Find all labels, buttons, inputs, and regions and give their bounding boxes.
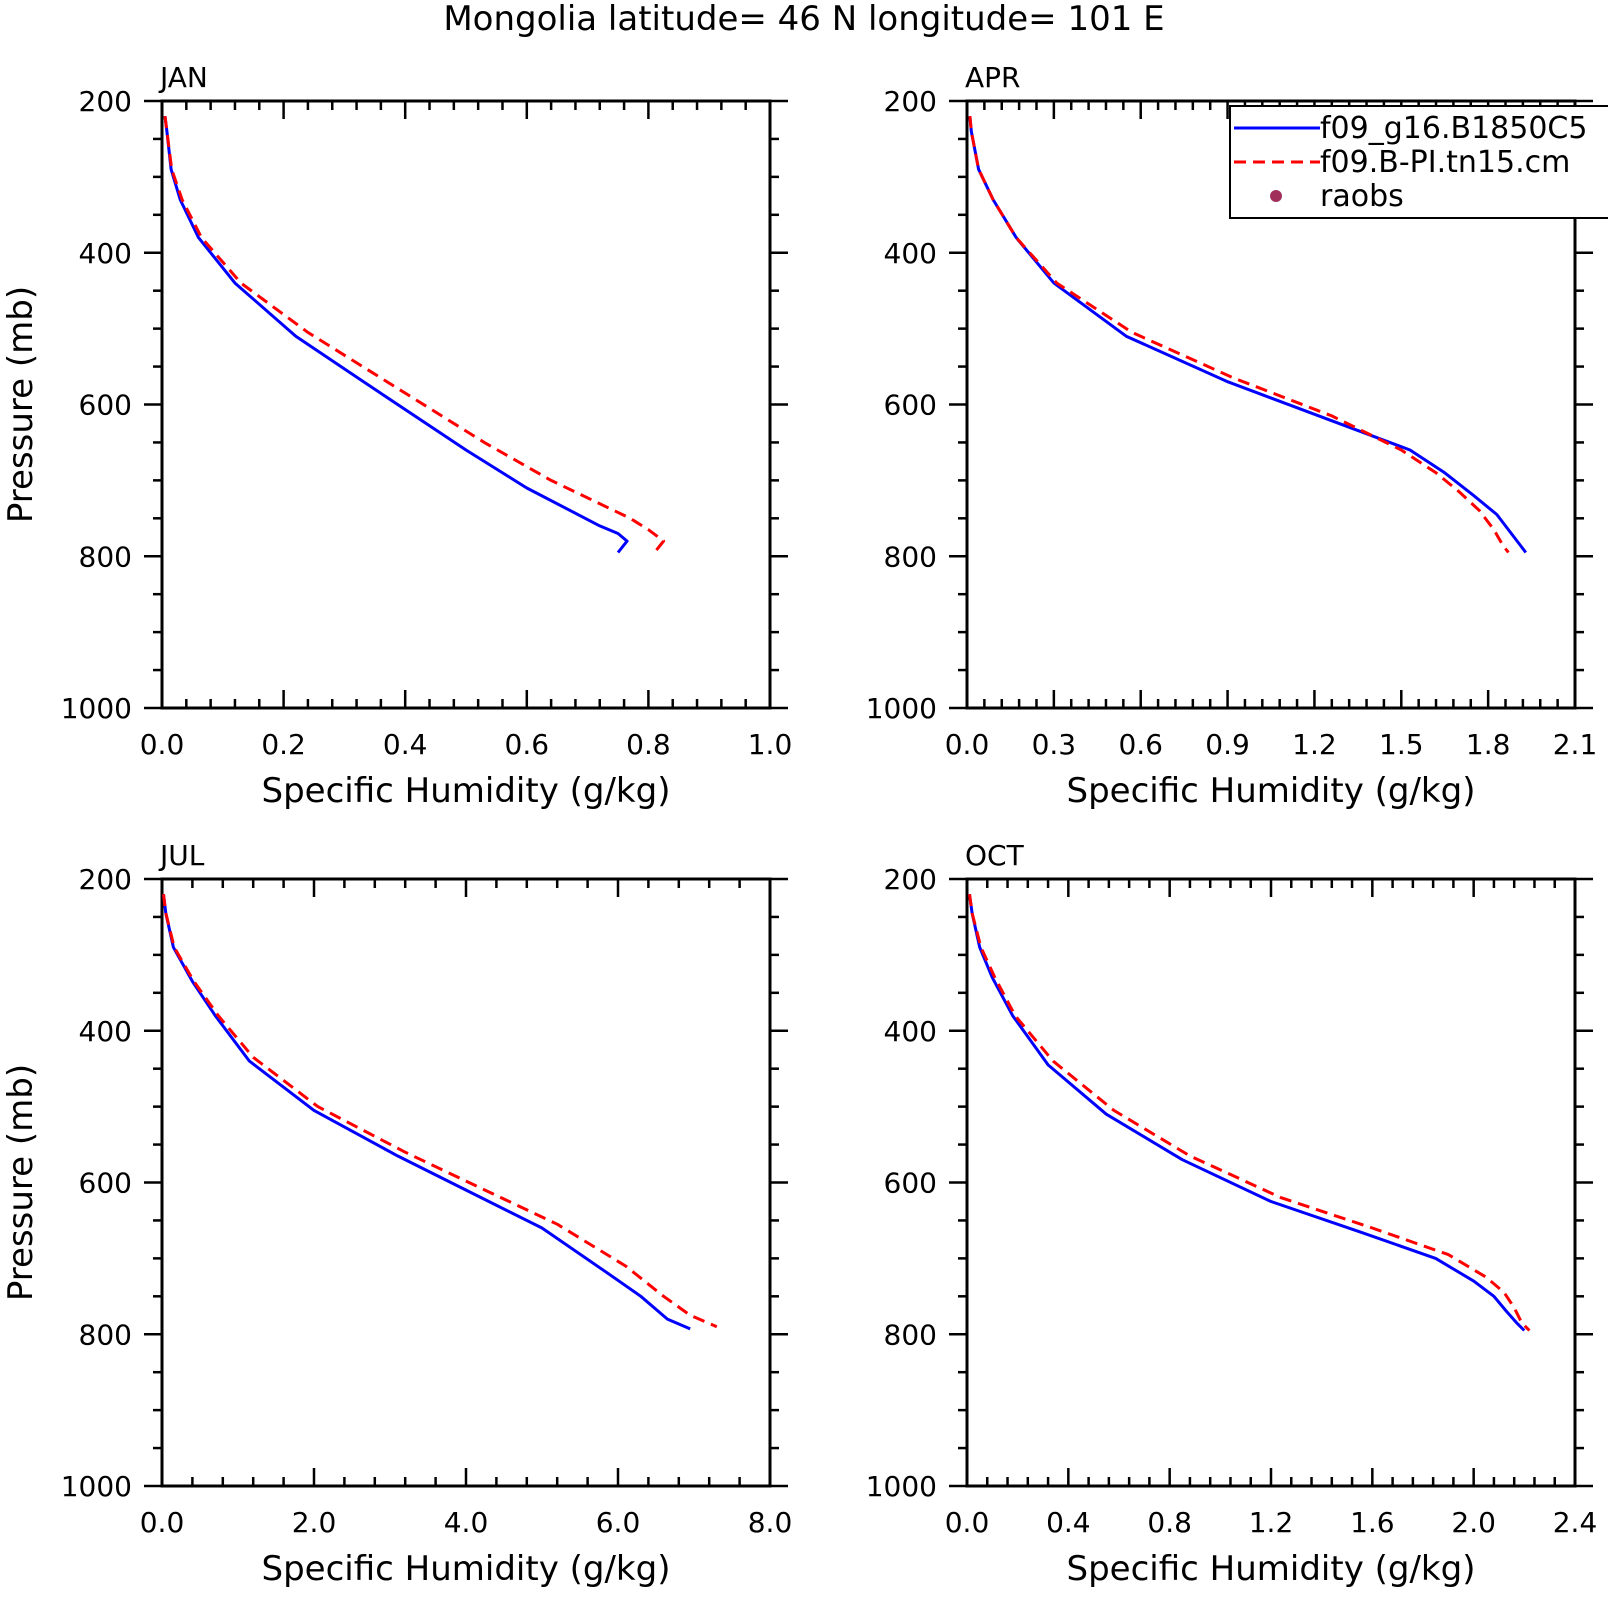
series-line (968, 893, 1526, 1332)
y-tick-label: 800 (79, 1318, 132, 1351)
x-tick-label: 2.1 (1553, 728, 1598, 761)
x-tick-label: 0.0 (945, 1506, 990, 1539)
y-tick-label: 600 (79, 389, 132, 422)
x-tick-label: 1.6 (1350, 1506, 1395, 1539)
x-tick-label: 0.8 (626, 728, 671, 761)
legend-label: raobs (1320, 179, 1404, 214)
x-tick-label: 2.0 (1451, 1506, 1496, 1539)
legend-label: f09.B-PI.tn15.cm (1320, 145, 1570, 180)
panel-label: APR (965, 61, 1021, 94)
y-tick-label: 400 (884, 237, 937, 270)
series-line (163, 116, 666, 554)
panel-label: OCT (965, 839, 1025, 872)
x-tick-label: 0.6 (1118, 728, 1163, 761)
y-axis-label: Pressure (mb) (1, 1064, 41, 1301)
legend-marker (1270, 190, 1282, 202)
panels: 0.0 0.2 0.4 0.6 0.8 1.0 200 400 600 800 1000 JAN Spe… (1, 61, 1597, 1589)
y-tick-label: 1000 (61, 1470, 132, 1503)
panel-jul: 0.0 2.0 4.0 6.0 8.0 200 400 600 800 1000 JUL Specif… (1, 839, 792, 1589)
y-tick-label: 800 (884, 1318, 937, 1351)
panel-label: JUL (158, 839, 205, 872)
y-tick-label: 600 (79, 1167, 132, 1200)
panel-oct: 0.0 0.4 0.8 1.2 1.6 2.0 2.4 200 400 600 800 1000 OCT… (866, 839, 1598, 1589)
x-tick-label: 6.0 (596, 1506, 641, 1539)
x-tick-label: 1.5 (1379, 728, 1424, 761)
x-tick-label: 0.9 (1205, 728, 1250, 761)
series-line (968, 116, 1527, 554)
y-tick-label: 200 (79, 85, 132, 118)
y-tick-label: 800 (884, 540, 937, 573)
series-line (163, 116, 629, 554)
y-tick-label: 200 (884, 85, 937, 118)
y-tick-label: 600 (884, 389, 937, 422)
x-tick-label: 0.0 (140, 728, 185, 761)
x-tick-label: 0.0 (140, 1506, 185, 1539)
x-axis-label: Specific Humidity (g/kg) (262, 771, 671, 811)
panel-apr: 0.0 0.3 0.6 0.9 1.2 1.5 1.8 2.1 200 400 600 800 1000… (866, 61, 1598, 811)
y-axis-label: Pressure (mb) (1, 286, 41, 523)
plot-frame (160, 99, 772, 710)
x-tick-label: 1.8 (1466, 728, 1511, 761)
x-tick-label: 1.2 (1249, 1506, 1294, 1539)
y-tick-label: 800 (79, 540, 132, 573)
x-tick-label: 4.0 (444, 1506, 489, 1539)
x-tick-label: 8.0 (748, 1506, 793, 1539)
x-tick-label: 1.0 (748, 728, 793, 761)
legend-label: f09_g16.B1850C5 (1320, 111, 1587, 146)
series-line (968, 893, 1531, 1332)
series-line (968, 116, 1510, 554)
x-tick-label: 0.2 (261, 728, 306, 761)
panel-label: JAN (158, 61, 208, 94)
y-tick-label: 400 (79, 237, 132, 270)
x-axis-label: Specific Humidity (g/kg) (262, 1549, 671, 1589)
x-tick-label: 0.0 (945, 728, 990, 761)
y-tick-label: 400 (884, 1015, 937, 1048)
x-axis-label: Specific Humidity (g/kg) (1067, 1549, 1476, 1589)
y-tick-label: 1000 (866, 1470, 937, 1503)
panel-jan: 0.0 0.2 0.4 0.6 0.8 1.0 200 400 600 800 1000 JAN Spe… (1, 61, 792, 811)
y-tick-label: 200 (884, 863, 937, 896)
series-line (162, 894, 718, 1329)
x-tick-label: 2.4 (1553, 1506, 1598, 1539)
y-tick-label: 600 (884, 1167, 937, 1200)
figure-title: Mongolia latitude= 46 N longitude= 101 E (443, 0, 1164, 39)
y-tick-label: 200 (79, 863, 132, 896)
x-tick-label: 2.0 (292, 1506, 337, 1539)
y-tick-label: 1000 (866, 692, 937, 725)
x-tick-label: 0.8 (1147, 1506, 1192, 1539)
x-tick-label: 0.3 (1032, 728, 1077, 761)
x-tick-label: 0.4 (383, 728, 428, 761)
y-tick-label: 1000 (61, 692, 132, 725)
x-tick-label: 0.4 (1046, 1506, 1091, 1539)
x-tick-label: 1.2 (1292, 728, 1337, 761)
plot-frame (965, 877, 1577, 1488)
x-axis-label: Specific Humidity (g/kg) (1067, 771, 1476, 811)
series-line (162, 894, 691, 1331)
y-tick-label: 400 (79, 1015, 132, 1048)
x-tick-label: 0.6 (505, 728, 550, 761)
